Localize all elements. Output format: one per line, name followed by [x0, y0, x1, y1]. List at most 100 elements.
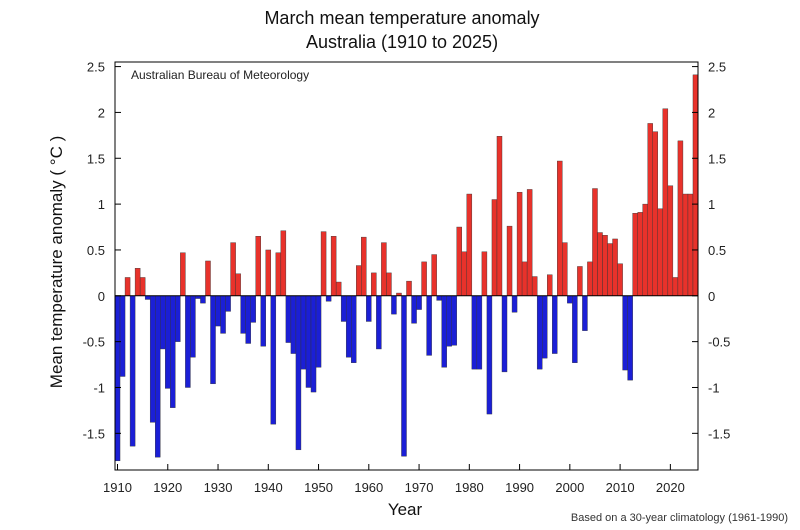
y-tick-label-right: -0.5: [708, 335, 730, 350]
bars-group: [114, 74, 699, 462]
bar-1934: [235, 273, 241, 296]
bar-1910: [114, 295, 121, 462]
bar-1984: [486, 295, 493, 415]
y-tick-label-right: 0: [708, 289, 715, 304]
bar-2014: [637, 212, 643, 296]
x-axis-label: Year: [388, 500, 423, 519]
bar-1928: [205, 260, 211, 296]
bar-2020: [667, 185, 674, 296]
x-tick-label: 1920: [153, 480, 182, 495]
bar-1916: [144, 295, 151, 300]
y-tick-label-right: 1: [708, 197, 715, 212]
y-tick-label-right: 1.5: [708, 151, 726, 166]
x-tick-label: 2000: [555, 480, 584, 495]
y-tick-label-left: 2.5: [87, 60, 105, 75]
bar-1911: [119, 295, 126, 377]
bar-1952: [325, 295, 332, 302]
y-tick-label-right: -1.5: [708, 426, 730, 441]
bar-1913: [129, 295, 136, 447]
bar-2003: [582, 295, 588, 331]
y-tick-label-left: -1: [93, 380, 105, 395]
bar-1973: [431, 254, 437, 296]
bar-1918: [155, 295, 161, 458]
bar-2012: [627, 295, 633, 381]
x-tick-label: 1910: [103, 480, 132, 495]
bar-2024: [687, 193, 694, 296]
x-tick-label: 1950: [304, 480, 333, 495]
x-tick-label: 1990: [505, 480, 534, 495]
bar-1997: [552, 295, 558, 354]
bar-2018: [657, 208, 664, 296]
chart-title-line1: March mean temperature anomaly: [264, 8, 539, 28]
bar-2013: [632, 213, 638, 296]
bar-2011: [622, 295, 628, 371]
bar-1983: [481, 251, 488, 296]
bar-1949: [310, 295, 317, 393]
bar-1958: [356, 265, 362, 297]
bar-1953: [330, 235, 337, 296]
x-axis: 1910 1920 1930 1940 1950 1960 1970 1980 1990 2000…: [103, 464, 685, 495]
bar-1987: [501, 295, 508, 373]
y-tick-label-right: -1: [708, 380, 720, 395]
bar-1963: [381, 242, 387, 296]
bar-1950: [315, 295, 322, 368]
bar-1946: [295, 295, 302, 451]
bar-1924: [185, 295, 191, 388]
bar-1978: [456, 226, 462, 296]
bar-1943: [280, 230, 287, 296]
bar-1976: [446, 295, 452, 347]
bar-2006: [597, 232, 603, 296]
bar-1985: [491, 199, 498, 296]
bar-1999: [562, 242, 568, 296]
bar-1992: [526, 189, 533, 297]
plot-frame: [114, 61, 699, 471]
bar-1965: [391, 295, 397, 315]
bar-1922: [175, 295, 181, 342]
bar-1921: [170, 295, 176, 408]
bar-1923: [180, 252, 186, 297]
bar-1955: [340, 295, 347, 322]
bar-1980: [466, 193, 473, 296]
y-tick-label-right: 2: [708, 105, 715, 120]
bar-2009: [612, 238, 618, 296]
x-tick-label: 1970: [405, 480, 434, 495]
bar-2005: [592, 188, 598, 296]
bar-1988: [506, 225, 513, 296]
bar-2007: [602, 235, 608, 296]
bar-2022: [677, 140, 684, 297]
bar-1936: [245, 295, 251, 344]
bar-1969: [411, 295, 417, 324]
bar-1986: [496, 136, 503, 297]
bar-1972: [426, 295, 432, 356]
bar-1939: [260, 295, 266, 347]
bar-1919: [160, 295, 166, 350]
bar-1974: [436, 295, 442, 301]
bar-1948: [305, 295, 312, 388]
bar-1931: [220, 295, 226, 334]
bar-2023: [682, 193, 689, 296]
x-tick-label: 2010: [606, 480, 635, 495]
bar-2019: [662, 108, 669, 296]
x-tick-label: 1980: [455, 480, 484, 495]
bar-1959: [361, 236, 367, 296]
y-tick-label-right: 0.5: [708, 243, 726, 258]
bar-1935: [240, 295, 246, 334]
bar-1968: [406, 280, 412, 297]
y-tick-label-left: -1.5: [83, 426, 105, 441]
y-axis-label: Mean temperature anomaly ( °C ): [47, 136, 66, 388]
y-tick-label-left: 0.5: [87, 243, 105, 258]
y-tick-label-left: 0: [98, 289, 105, 304]
chart-title-line2: Australia (1910 to 2025): [306, 32, 498, 52]
bar-1967: [401, 295, 407, 457]
bar-1970: [416, 295, 422, 310]
bar-1975: [441, 295, 447, 368]
bar-2010: [617, 263, 623, 296]
bar-2002: [577, 266, 583, 296]
bar-1917: [149, 295, 156, 423]
y-tick-label-left: -0.5: [83, 335, 105, 350]
bar-1932: [225, 295, 231, 312]
bar-1994: [536, 295, 543, 370]
bar-2008: [607, 243, 613, 296]
bar-1945: [290, 295, 297, 354]
